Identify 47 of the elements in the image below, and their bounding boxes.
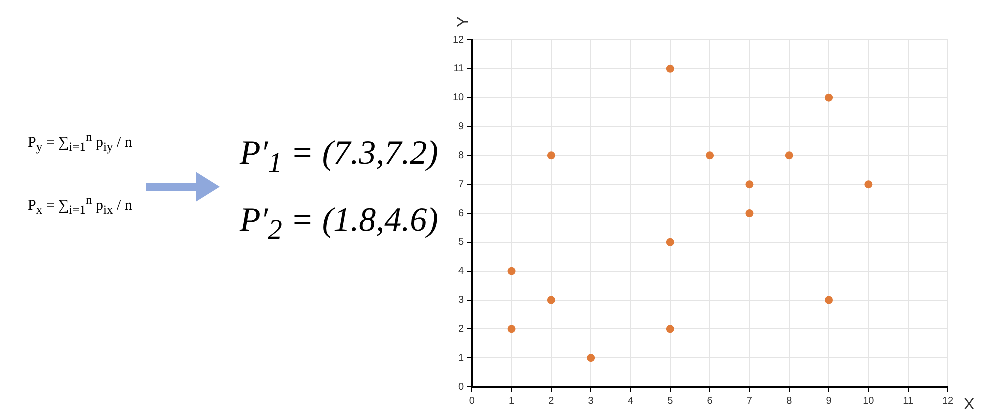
x-tick-label: 4 <box>628 396 634 407</box>
point <box>706 152 714 160</box>
y-tick-label: 10 <box>453 92 465 104</box>
y-tick-label: 0 <box>458 382 465 393</box>
point <box>666 64 674 73</box>
x-tick-label: 5 <box>668 396 674 407</box>
point <box>825 296 834 304</box>
y-tick-label: 7 <box>458 179 465 190</box>
point <box>746 210 754 218</box>
text: P′$_{2}$ = (1.8,4.6) <box>240 202 438 247</box>
y-axis-title: Y <box>456 16 473 28</box>
x-tick-label: 10 <box>863 396 875 407</box>
y-tick-label: 9 <box>458 122 465 132</box>
point <box>508 325 516 334</box>
y-tick-label: 5 <box>458 237 465 248</box>
point <box>587 354 596 362</box>
x-tick-label: 7 <box>746 396 753 407</box>
point <box>508 267 516 276</box>
x-axis-title: X <box>964 396 975 414</box>
x-tick-label: 9 <box>826 396 832 407</box>
x-tick-label: 11 <box>903 396 914 407</box>
text: P′$_{1}$ = (7.3,7.2) <box>240 135 438 180</box>
x-tick-label: 6 <box>707 396 714 407</box>
x-tick-label: 0 <box>469 396 476 407</box>
y-tick-label: 8 <box>458 150 465 162</box>
point <box>547 152 556 160</box>
y-tick-label: 6 <box>458 208 465 220</box>
point <box>746 180 754 189</box>
y-tick-label: 4 <box>458 266 465 278</box>
point <box>666 238 674 246</box>
text: P$_{y}$ = ∑$_{i=1}$$^{n}$ p$_{iy}$ / n <box>28 130 134 155</box>
x-tick-label: 2 <box>548 396 555 407</box>
text: P$_{x}$ = ∑$_{i=1}$$^{n}$ p$_{ix}$ / n <box>28 193 134 218</box>
point <box>547 296 556 304</box>
y-tick-label: 11 <box>454 64 465 75</box>
y-tick-label: 2 <box>458 324 465 335</box>
x-tick-label: 12 <box>942 396 954 407</box>
point <box>825 94 834 102</box>
point <box>864 180 873 189</box>
y-tick-label: 1 <box>458 352 465 364</box>
point <box>666 325 674 334</box>
y-tick-label: 12 <box>453 34 465 46</box>
y-tick-label: 3 <box>458 295 465 306</box>
x-tick-label: 8 <box>786 396 793 407</box>
point <box>785 152 794 160</box>
x-tick-label: 1 <box>509 396 515 407</box>
x-tick-label: 3 <box>588 396 594 407</box>
